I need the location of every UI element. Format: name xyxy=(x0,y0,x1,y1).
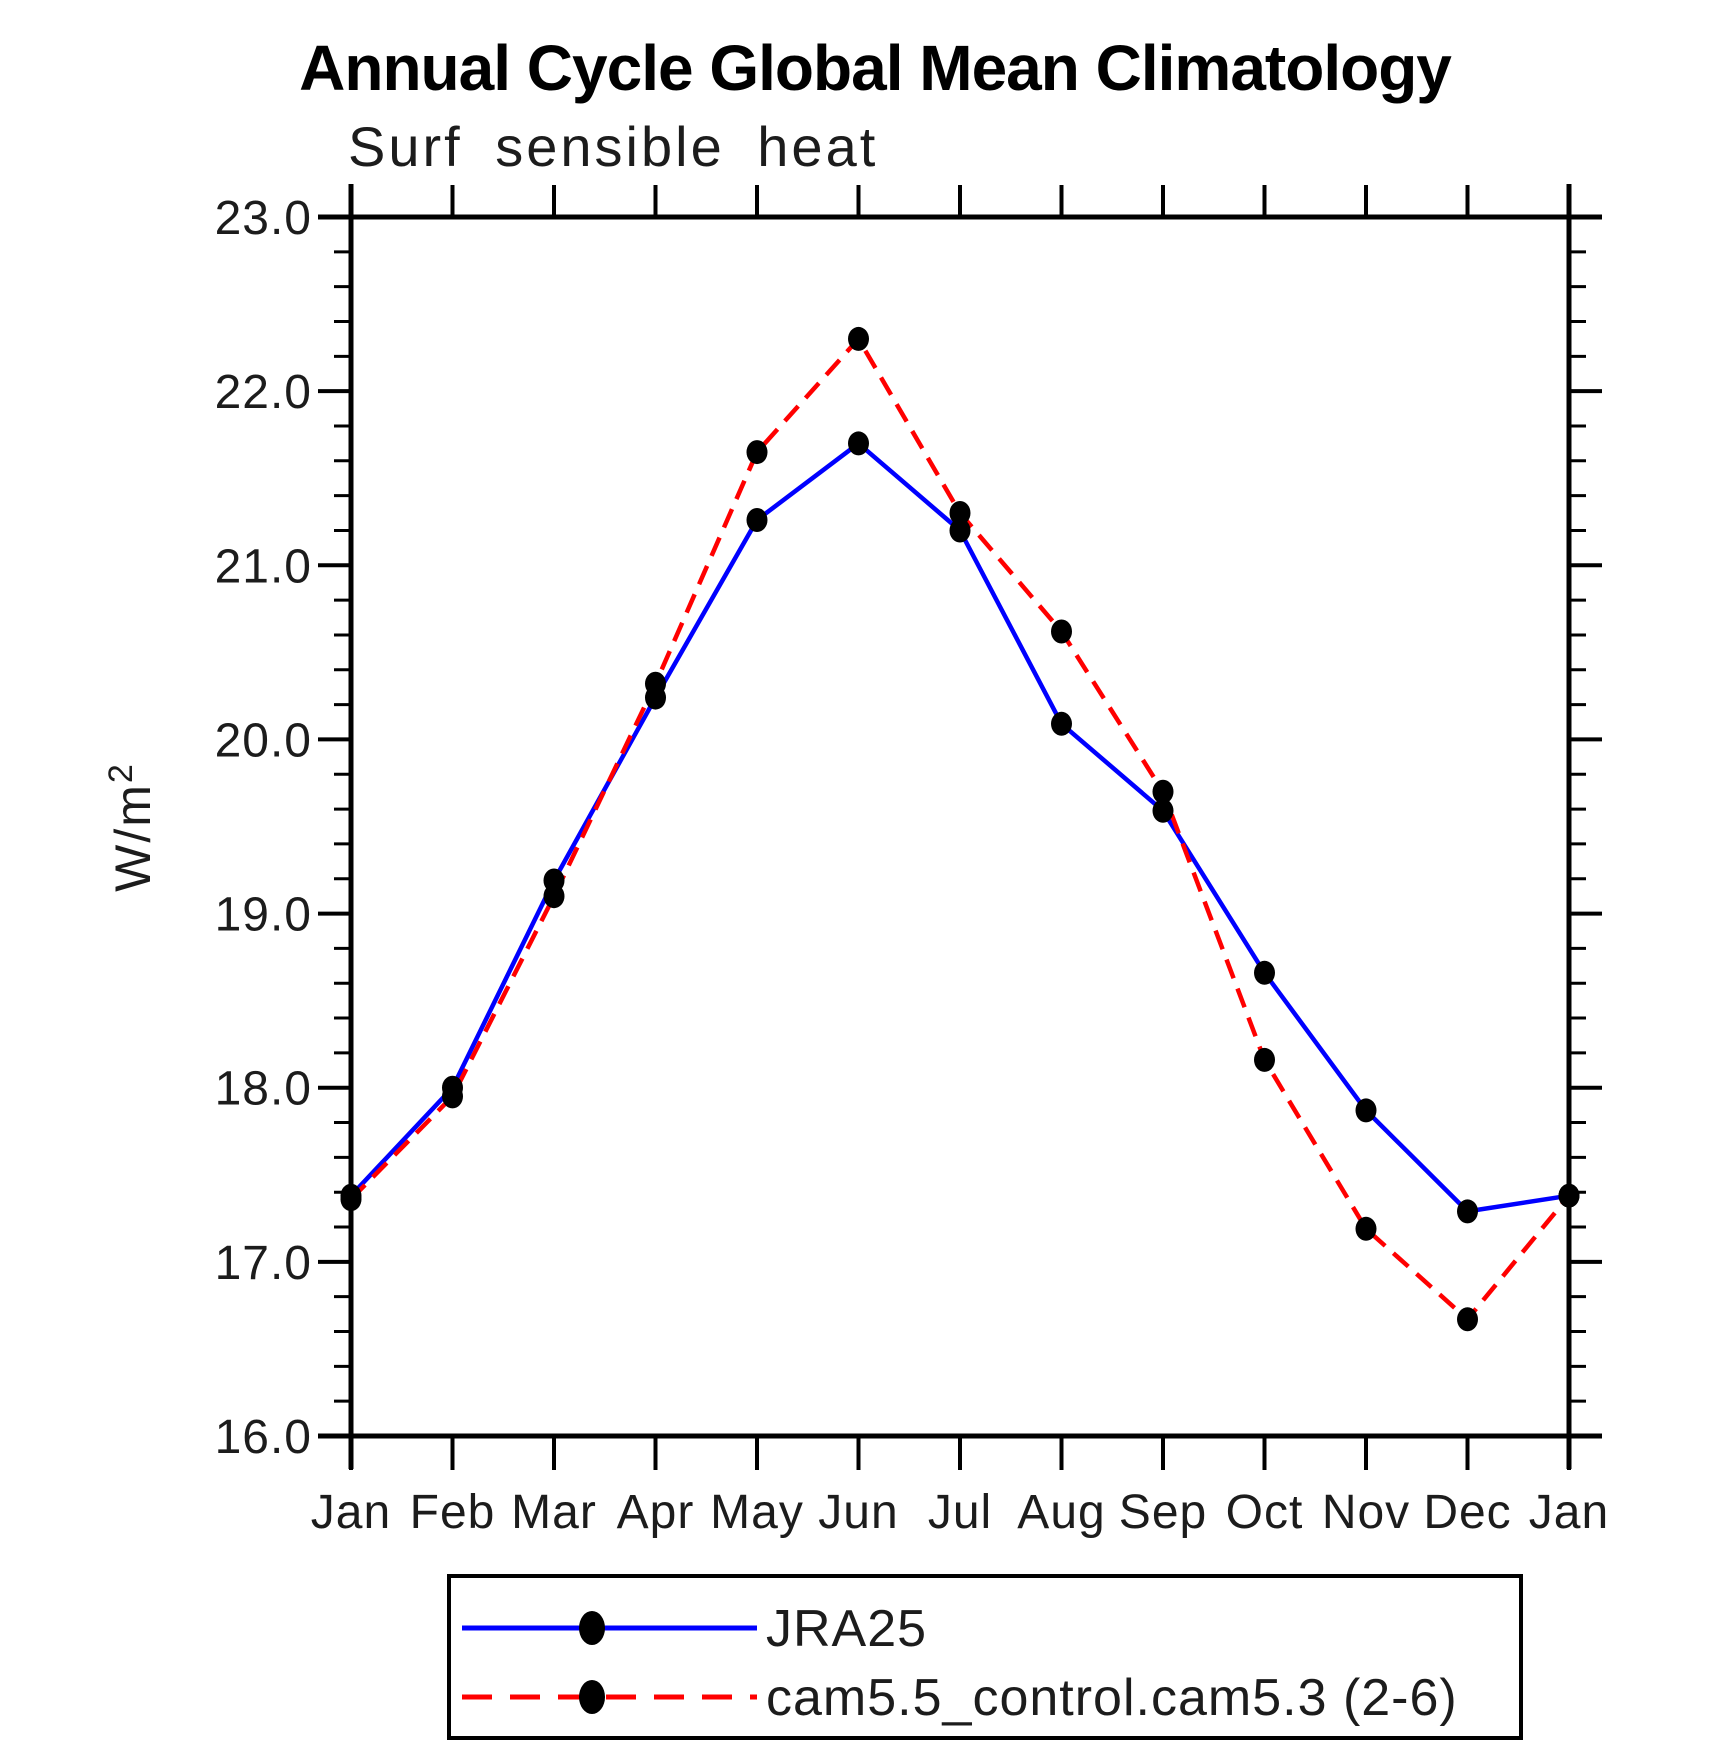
data-point-marker-cam xyxy=(1152,779,1174,804)
data-point-marker-jra25 xyxy=(1152,798,1174,823)
x-tick-label: Nov xyxy=(1322,1486,1410,1539)
legend-label-cam: cam5.5_control.cam5.3 (2-6) xyxy=(766,1669,1458,1727)
data-point-marker-cam xyxy=(340,1187,362,1212)
y-tick-label: 23.0 xyxy=(215,192,312,245)
data-point-marker-cam xyxy=(645,671,666,696)
x-tick-label: Aug xyxy=(1017,1486,1105,1539)
x-tick-label: Jan xyxy=(1529,1486,1609,1539)
data-point-marker-cam xyxy=(949,501,971,525)
data-point-marker-cam xyxy=(543,884,565,909)
series-line-jra25 xyxy=(349,441,1570,1214)
y-tick-label: 16.0 xyxy=(215,1411,312,1464)
data-point-marker-jra25 xyxy=(848,431,869,456)
data-point-marker-jra25 xyxy=(1457,1199,1478,1224)
x-tick-label: Oct xyxy=(1226,1486,1304,1539)
data-point-marker-cam xyxy=(1051,619,1072,644)
data-point-marker-jra25 xyxy=(949,518,971,543)
data-point-marker-cam xyxy=(746,440,768,465)
data-point-marker-cam xyxy=(442,1084,463,1109)
y-tick-label: 17.0 xyxy=(215,1237,312,1290)
legend-label-jra25: JRA25 xyxy=(766,1600,927,1658)
y-tick-label: 19.0 xyxy=(215,889,312,942)
data-point-marker-jra25 xyxy=(1355,1098,1377,1123)
x-tick-label: May xyxy=(710,1486,804,1539)
axes xyxy=(318,184,1602,1470)
x-axis-tick-labels: Jan Feb Mar Apr May Jun Jul Aug Sep Oct Nov Dec Jan xyxy=(311,1486,1609,1539)
legend-marker-jra25-icon xyxy=(579,1611,605,1645)
data-point-marker-jra25 xyxy=(746,508,768,532)
data-point-marker-cam xyxy=(1355,1216,1377,1241)
y-tick-label: 21.0 xyxy=(215,540,312,593)
plot-series xyxy=(340,326,1580,1332)
data-point-marker-jra25 xyxy=(1254,960,1275,985)
data-point-marker-cam xyxy=(1254,1047,1275,1072)
y-axis-label-exponent: 2 xyxy=(102,762,140,783)
legend-marker-cam-icon xyxy=(579,1680,605,1714)
y-axis-label-base: W/m xyxy=(105,783,161,892)
legend: JRA25 cam5.5_control.cam5.3 (2-6) xyxy=(447,1574,1523,1740)
x-tick-label: Sep xyxy=(1119,1486,1207,1539)
chart-title: Annual Cycle Global Mean Climatology xyxy=(299,32,1452,104)
data-point-marker-cam xyxy=(1457,1307,1478,1332)
y-tick-label: 22.0 xyxy=(215,366,312,419)
x-tick-label: Jan xyxy=(311,1486,391,1539)
data-point-marker-cam xyxy=(848,326,869,351)
y-tick-label: 20.0 xyxy=(215,714,312,767)
y-tick-label: 18.0 xyxy=(215,1063,312,1116)
y-axis-tick-labels: 16.0 17.0 18.0 19.0 20.0 21.0 22.0 23.0 xyxy=(215,192,312,1464)
series-line-cam xyxy=(349,336,1571,1322)
x-tick-label: Mar xyxy=(511,1486,597,1539)
x-tick-label: Apr xyxy=(617,1486,695,1539)
data-point-marker-cam xyxy=(1558,1183,1580,1208)
x-tick-label: Jul xyxy=(928,1486,992,1539)
x-tick-label: Jun xyxy=(818,1486,898,1539)
data-point-marker-jra25 xyxy=(1051,711,1072,736)
y-axis-label: W/m2 xyxy=(102,762,161,892)
legend-box xyxy=(447,1574,1523,1740)
chart-subtitle: Surf sensible heat xyxy=(348,115,878,178)
x-tick-label: Dec xyxy=(1423,1486,1511,1539)
x-tick-label: Feb xyxy=(410,1486,496,1539)
